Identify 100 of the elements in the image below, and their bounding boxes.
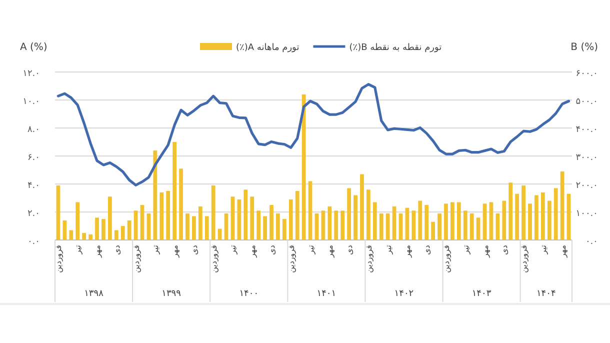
x-tick-label: فروردین <box>54 244 64 273</box>
bar <box>308 181 312 240</box>
bar <box>489 202 494 240</box>
bar <box>95 218 99 240</box>
bar <box>153 150 158 240</box>
bar <box>515 194 520 240</box>
bar <box>522 185 526 240</box>
text: ۱۴۰۴ <box>536 289 556 299</box>
y-tick-label: ۸.۰ <box>27 125 40 135</box>
bar <box>127 220 132 240</box>
bar <box>502 200 506 240</box>
bar <box>354 195 358 240</box>
y2-tick-label: ۵۰۰.۰ <box>576 97 598 107</box>
bar <box>276 213 280 240</box>
bar <box>166 191 170 240</box>
x-tick-label: تیر <box>538 245 548 256</box>
x-tick-label: دی <box>422 244 432 255</box>
bar <box>456 202 461 240</box>
x-tick-label: تیر <box>461 245 470 256</box>
y-tick-label: ۱۰.۰ <box>22 97 40 107</box>
y-tick-label: ۲.۰ <box>27 209 40 219</box>
x-tick-label: تیر <box>228 245 238 256</box>
text: ۱۴۰۳ <box>472 289 492 299</box>
y-tick-label: ۰.۰ <box>27 237 40 247</box>
bar <box>528 204 532 240</box>
y2-tick-label: ۱۰۰.۰ <box>576 209 598 219</box>
bar <box>250 196 254 240</box>
bar <box>82 233 86 240</box>
bar <box>463 210 468 240</box>
bar <box>282 219 286 240</box>
x-tick-label: مهر <box>558 245 568 258</box>
bar <box>424 205 429 240</box>
bar <box>76 202 80 240</box>
bar <box>172 142 176 240</box>
y-tick-label: ۱۲.۰ <box>22 69 40 79</box>
x-tick-label: فروردین <box>364 244 374 273</box>
y2-axis-title: B (%) <box>570 42 598 53</box>
bar <box>186 213 190 240</box>
x-tick-label: دی <box>345 244 354 255</box>
bar <box>334 210 338 240</box>
bar <box>386 213 390 240</box>
legend-label: تورم ماهانه A(٪) <box>236 43 300 53</box>
bar <box>198 206 202 240</box>
bar <box>547 200 552 240</box>
text: ۱۴۰۱ <box>316 289 336 299</box>
x-tick-label: فروردین <box>520 244 529 273</box>
bar <box>120 226 125 240</box>
x-tick-label: مهر <box>93 245 102 258</box>
bar <box>237 199 242 240</box>
bar <box>418 200 422 240</box>
bar <box>366 190 370 240</box>
bar <box>444 204 448 240</box>
x-tick-label: تیر <box>74 245 83 256</box>
bar <box>496 213 500 240</box>
x-tick-label: دی <box>500 244 510 255</box>
bar <box>192 216 196 240</box>
bar <box>179 168 183 240</box>
bar <box>256 210 261 240</box>
x-tick-label: مهر <box>170 245 180 258</box>
bar <box>288 199 293 240</box>
y2-tick-label: ۲۰۰.۰ <box>576 181 598 191</box>
y-tick-label: ۶.۰ <box>27 153 40 163</box>
x-tick-label: تیر <box>306 245 316 256</box>
bar <box>263 216 267 240</box>
x-tick-label: مهر <box>326 245 335 258</box>
y2-tick-label: ۰.۰ <box>585 237 598 247</box>
bar <box>69 230 74 240</box>
bar <box>340 210 345 240</box>
x-tick-label: فروردین <box>132 244 141 273</box>
bar <box>470 213 474 240</box>
bar <box>270 205 274 240</box>
bar <box>540 192 545 240</box>
bar <box>108 196 112 240</box>
x-tick-label: فروردین <box>209 244 218 273</box>
y2-tick-label: ۳۰۰.۰ <box>576 153 598 163</box>
bar <box>534 195 538 240</box>
x-tick-label: دی <box>112 244 122 255</box>
bar <box>328 206 332 240</box>
x-tick-label: فروردین <box>442 244 451 273</box>
x-tick-label: دی <box>267 244 276 255</box>
bar <box>102 219 106 240</box>
text: ۱۳۹۹ <box>162 289 182 299</box>
text: ۱۴۰۲ <box>394 289 414 299</box>
bar <box>554 188 558 240</box>
bar <box>244 190 248 240</box>
bar <box>508 182 513 240</box>
bar <box>347 188 351 240</box>
x-tick-label: مهر <box>480 245 490 258</box>
x-tick-label: تیر <box>384 245 393 256</box>
bar <box>372 202 377 240</box>
y-tick-label: ۴.۰ <box>27 181 40 191</box>
line-series <box>56 83 570 186</box>
bar <box>88 234 92 240</box>
x-tick-label: مهر <box>248 245 258 258</box>
legend-label: تورم نقطه به نقطه B(٪) <box>349 43 442 53</box>
bar <box>379 213 384 240</box>
y2-tick-label: ۶۰۰.۰ <box>576 69 598 79</box>
x-tick-label: دی <box>190 244 199 255</box>
text: ۱۴۰۰ <box>239 289 259 299</box>
bar <box>295 191 300 240</box>
